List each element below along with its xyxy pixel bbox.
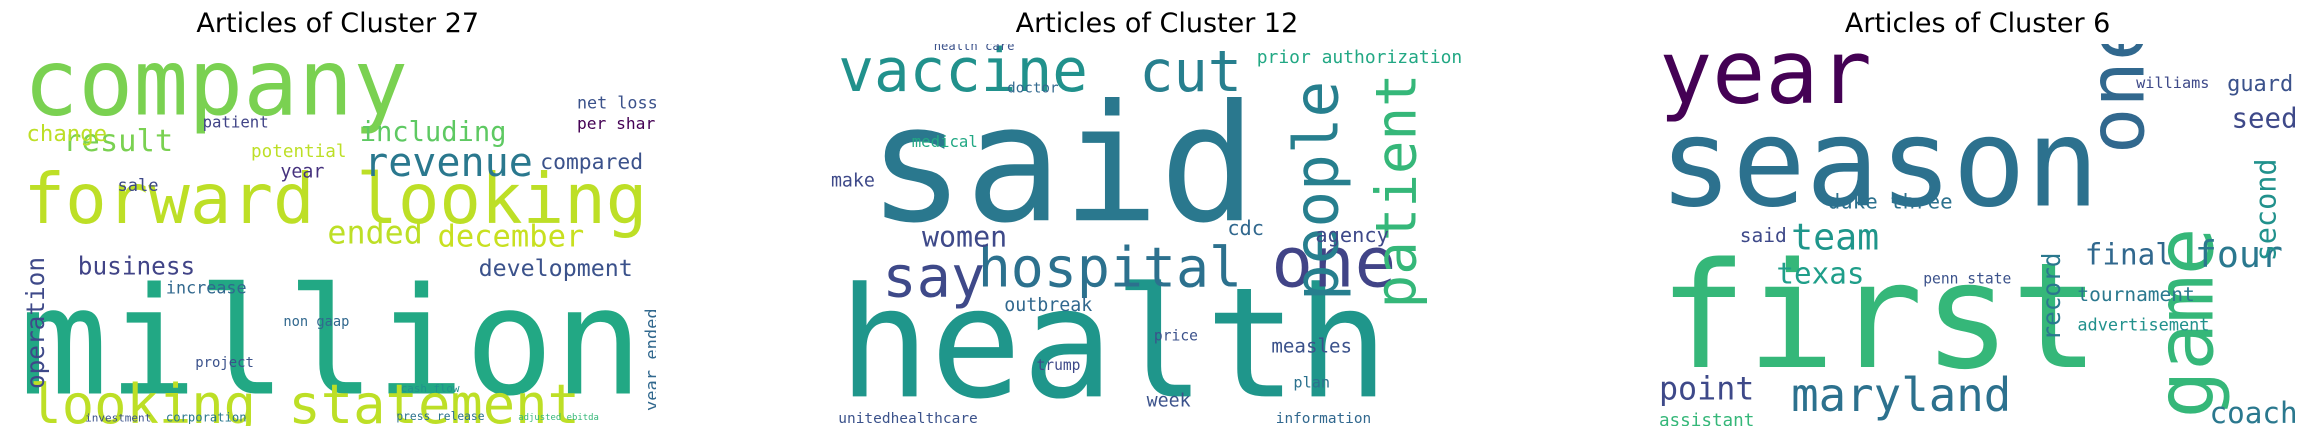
cloud-word: tournament: [2077, 283, 2194, 306]
cloud-word: vaccine: [838, 37, 1088, 106]
cloud-word: increase: [166, 278, 247, 298]
cloud-word: business: [78, 252, 195, 281]
cloud-word: revenue: [364, 140, 533, 186]
word-cloud-background: [15, 44, 660, 426]
cloud-word: million: [19, 256, 643, 429]
cloud-word: adjusted ebitda: [518, 413, 599, 423]
cloud-word: non gaap: [283, 314, 349, 330]
cloud-word: investment: [85, 411, 151, 424]
cloud-word: guard: [2227, 72, 2293, 97]
cloud-word: information: [1276, 411, 1371, 427]
cloud-word: agency: [1315, 223, 1388, 247]
cloud-word: one: [2072, 15, 2162, 155]
cloud-word: duke three: [1828, 189, 1953, 213]
cloud-word: forward looking: [23, 160, 647, 240]
cloud-word: hospital: [978, 235, 1242, 299]
cloud-word: coach: [2210, 396, 2298, 430]
cloud-word: first: [1659, 231, 2099, 402]
cloud-word: advertisement: [2077, 314, 2209, 334]
cloud-word: december: [437, 220, 584, 255]
cloud-word: doctor: [1007, 80, 1059, 96]
cloud-word: second: [2250, 159, 2283, 262]
cloud-word: one: [1271, 223, 1396, 303]
cloud-word: cdc: [1227, 216, 1264, 240]
cloud-word: seed: [2232, 103, 2298, 135]
cloud-word: including: [360, 117, 507, 148]
cloud-word: team: [1791, 216, 1879, 259]
cloud-word: project: [195, 355, 254, 371]
cloud-word: compared: [540, 150, 643, 175]
word-cloud-background: [834, 44, 1479, 426]
panel-title: Articles of Cluster 27: [196, 8, 479, 39]
cloud-word: result: [63, 124, 173, 159]
cloud-word: point: [1659, 370, 1754, 407]
cloud-word: penn state: [1923, 270, 2011, 287]
cloud-word: looking statement: [29, 373, 580, 435]
cloud-word: prior authorization: [1257, 47, 1463, 68]
cloud-word: price: [1154, 328, 1198, 345]
panel-title: Articles of Cluster 12: [1016, 8, 1299, 39]
cloud-word: patient: [203, 113, 269, 132]
cloud-word: say: [882, 245, 985, 311]
cloud-word: per share: [577, 114, 665, 133]
cloud-word: development: [479, 254, 633, 282]
cloud-word: maryland: [1791, 368, 2011, 422]
cloud-word: assistant: [1659, 411, 1754, 431]
panel-title: Articles of Cluster 6: [1845, 8, 2110, 39]
cloud-word: ended: [327, 215, 422, 252]
cloud-word: williams: [2136, 74, 2209, 92]
cloud-word: year: [280, 162, 324, 183]
cloud-word: year ended: [643, 308, 663, 411]
cloud-word: outbreak: [1004, 295, 1092, 316]
cloud-word: cash flow: [401, 382, 460, 395]
cloud-word: operation: [21, 257, 50, 389]
cloud-word: year: [1659, 21, 1872, 124]
cloud-word: sale: [117, 176, 158, 196]
cloud-word: company: [23, 30, 408, 137]
cloud-word: four: [2195, 233, 2283, 276]
cloud-word: women: [922, 221, 1007, 254]
cloud-word: game: [2138, 228, 2231, 419]
cloud-word: texas: [1776, 256, 1864, 290]
cloud-word: corporation: [166, 410, 247, 424]
cloud-word: press release: [396, 410, 484, 423]
cloud-word: week: [1147, 391, 1191, 412]
cloud-word: final: [2085, 237, 2173, 271]
cloud-word: record: [2037, 253, 2066, 341]
cloud-word: patient: [1364, 73, 1429, 308]
cloud-word: people: [1281, 81, 1352, 301]
cloud-word: medical: [912, 132, 978, 151]
cloud-word: season: [1659, 92, 2099, 235]
cloud-word: make: [831, 170, 875, 191]
cloud-word: net loss: [577, 93, 658, 113]
word-cloud-background: [1655, 44, 2300, 426]
cloud-word: potential: [251, 142, 346, 162]
cloud-word: trump: [1036, 357, 1080, 374]
cloud-word: unitedhealthcare: [838, 411, 978, 427]
cloud-word: cut: [1139, 39, 1242, 105]
cloud-word: said: [1740, 224, 1787, 247]
cloud-word: measles: [1271, 334, 1352, 357]
cloud-word: said: [868, 71, 1257, 259]
cloud-word: change: [26, 121, 107, 147]
cloud-word: health care: [934, 39, 1015, 53]
cloud-word: plan: [1293, 374, 1330, 392]
cloud-word: health: [838, 255, 1389, 433]
